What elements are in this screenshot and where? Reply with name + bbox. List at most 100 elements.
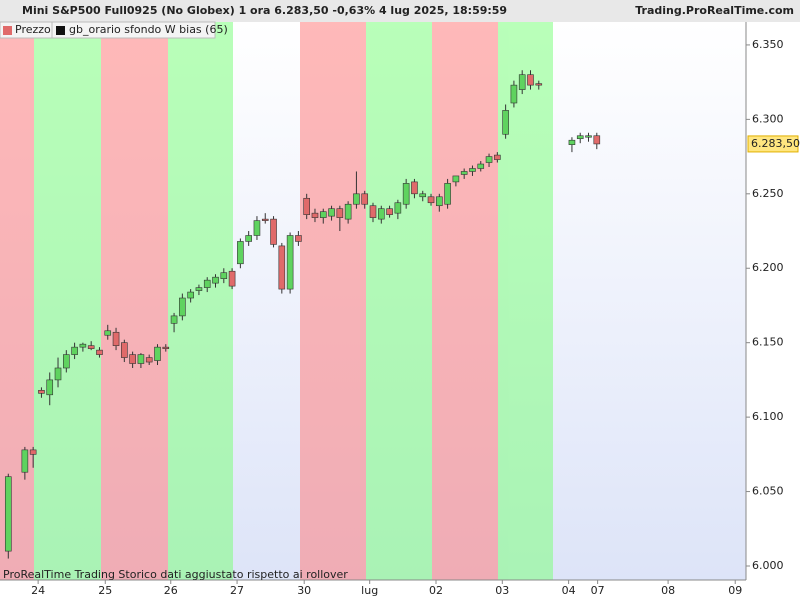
chart-title: Mini S&P500 Full0925 (No Globex) 1 ora 6… [22,4,507,17]
candle-body [203,279,211,288]
candle-body [394,202,402,214]
legend-swatch [3,26,12,35]
candle-body [494,154,501,160]
y-tick-label: 6.050 [752,485,784,498]
footer: ProRealTime Trading Storico dati aggiust… [3,568,348,581]
candle-body [286,235,294,290]
x-tick-label: 03 [495,584,509,597]
candle-body [245,235,252,242]
candle-body [46,379,54,396]
candle-body [444,183,451,205]
candle-body [477,163,485,169]
x-tick-label: 02 [429,584,443,597]
y-tick-label: 6.250 [752,187,784,200]
candle-body [179,297,186,317]
candle-body [386,208,393,215]
candle-body [427,196,435,204]
candle-body [220,272,228,279]
y-tick-label: 6.300 [752,112,784,125]
candle-body [154,346,161,361]
candle-body [295,235,302,242]
candle-body [137,354,145,364]
candle-body [63,354,70,369]
candle-body [170,315,178,324]
x-tick-label: 30 [297,584,311,597]
candle-body [104,330,112,336]
candle-body [71,346,78,355]
candle-body [278,245,286,290]
legend-box [51,21,216,39]
x-tick-label: 24 [31,584,45,597]
candle-body [129,354,136,364]
candle-body [195,287,203,291]
candle-body [145,357,153,363]
x-tick-label: 07 [591,584,605,597]
candle-body [311,212,319,218]
x-tick-label: 09 [728,584,742,597]
y-tick-label: 6.000 [752,559,784,572]
candle-body [576,135,584,140]
candle-body [228,270,236,287]
legend-item: gb_orario sfondo W bias (65) [69,23,228,36]
candle-body [469,168,476,172]
last-price-label: 6.283,50 [751,137,800,150]
candle-body [527,74,534,86]
candle-body [96,349,103,355]
candle-body [87,345,95,349]
candle-body [460,171,468,175]
candle-body [402,183,410,205]
candle-body [162,346,170,349]
candle-body [212,276,219,284]
candle-body [452,175,460,183]
candle-body [344,203,352,220]
candle-body [585,135,592,138]
candle-body [303,197,310,215]
candle-body [510,84,518,104]
candle-body [4,476,12,552]
candle-body [535,83,543,86]
x-tick-label: 27 [230,584,244,597]
candle-body [593,135,601,145]
title-bar [0,0,800,22]
x-tick-label: 26 [164,584,178,597]
candle-body [361,193,369,205]
y-tick-label: 6.200 [752,261,784,274]
candle-body [568,139,576,145]
candle-body [319,211,327,218]
candle-body [411,181,418,195]
candle-body [436,196,443,207]
x-tick-label: lug [361,584,378,597]
candle-body [328,208,335,217]
candle-body [419,193,427,198]
candle-body [29,449,37,455]
x-tick-label: 25 [98,584,112,597]
source: Trading.ProRealTime.com [635,4,794,17]
candle-body [253,220,261,236]
legend-swatch [56,26,65,35]
candle-body [377,208,385,220]
candle-body [261,218,269,221]
y-tick-label: 6.350 [752,38,784,51]
candle-body [21,449,29,473]
candle-body [353,193,360,205]
legend-item: Prezzo [15,23,51,36]
x-tick-label: 04 [562,584,576,597]
candle-body [79,343,87,348]
background-bands [0,22,553,580]
candle-body [112,331,120,346]
candle-body [237,241,244,265]
candle-body [502,110,509,135]
y-tick-label: 6.150 [752,336,784,349]
candle-body [518,74,526,90]
candle-body [485,156,493,163]
candle-body [369,205,377,218]
candle-body [121,342,128,358]
y-tick-label: 6.100 [752,410,784,423]
candle-body [187,291,194,299]
candle-body [38,390,45,394]
candle-body [270,218,277,245]
candle-body [54,367,62,381]
x-tick-label: 08 [661,584,675,597]
candle-body [336,208,344,218]
